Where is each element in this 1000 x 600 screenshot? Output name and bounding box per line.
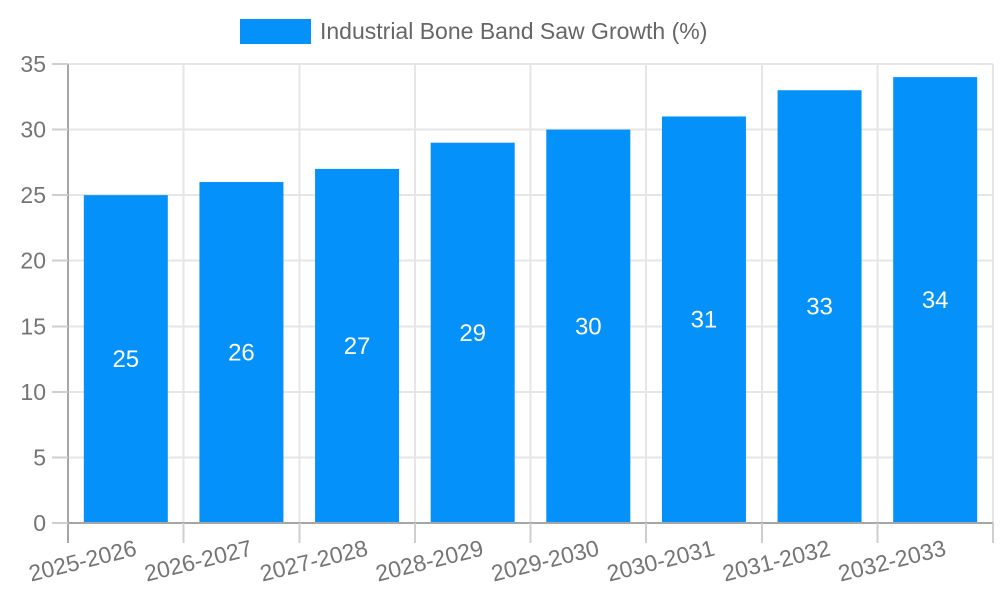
x-axis-label: 2025-2026 [26,535,139,587]
y-axis-label: 20 [20,248,46,274]
bar [315,168,400,523]
legend: Industrial Bone Band Saw Growth (%) [240,17,707,45]
bar [546,129,631,524]
bar [430,142,515,523]
legend-swatch [240,18,311,44]
bar [893,77,978,523]
bar [83,195,168,523]
bar-value-label: 29 [459,320,486,347]
bar [661,116,746,523]
x-axis-label: 2031-2032 [720,535,833,587]
y-axis-label: 35 [20,51,46,77]
legend-label: Industrial Bone Band Saw Growth (%) [320,17,708,44]
bar-value-label: 25 [112,346,139,373]
x-axis-label: 2027-2028 [257,535,370,587]
y-axis-label: 15 [20,313,46,339]
y-axis-label: 25 [20,182,46,208]
bar-value-label: 33 [806,294,833,321]
y-axis-label: 30 [20,117,46,143]
x-axis-label: 2030-2031 [604,535,717,587]
bar-value-label: 30 [575,313,602,340]
y-axis-label: 5 [33,444,46,470]
x-axis-label: 2029-2030 [488,535,601,587]
x-axis-label: 2028-2029 [373,535,486,587]
bar-value-label: 27 [344,333,371,360]
y-axis-label: 0 [33,510,46,536]
x-axis-label: 2032-2033 [835,535,948,587]
bar-value-label: 34 [922,287,949,314]
bar-value-label: 26 [228,340,255,367]
bar [777,90,862,523]
bars-layer: 25 26 27 29 30 31 33 34 [83,77,978,524]
y-axis-label: 10 [20,379,46,405]
axes-layer [52,63,994,543]
bar [199,182,284,523]
x-axis-label: 2026-2027 [142,535,255,587]
bar-value-label: 31 [691,307,718,334]
